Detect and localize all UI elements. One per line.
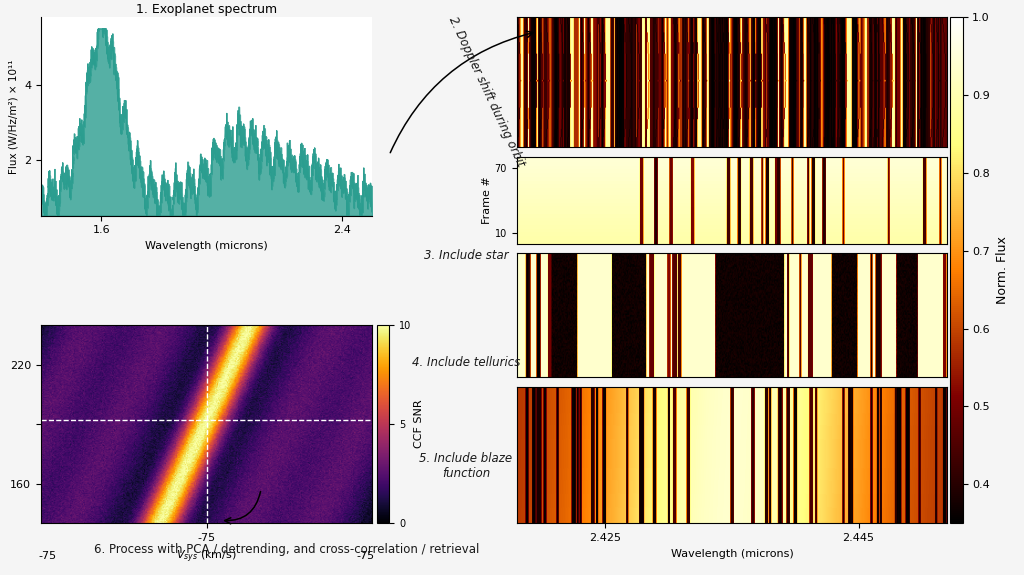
- Text: -75: -75: [39, 551, 56, 561]
- Y-axis label: $K_p$ (km/s): $K_p$ (km/s): [0, 398, 4, 450]
- Text: 6. Process with PCA / detrending, and cross-correlation / retrieval: 6. Process with PCA / detrending, and cr…: [94, 543, 479, 555]
- Title: 1. Exoplanet spectrum: 1. Exoplanet spectrum: [136, 3, 278, 16]
- Text: 3. Include star: 3. Include star: [424, 250, 508, 262]
- Y-axis label: Norm. Flux: Norm. Flux: [995, 236, 1009, 304]
- Y-axis label: Frame #: Frame #: [482, 177, 492, 224]
- Text: 4. Include tellurics: 4. Include tellurics: [412, 356, 520, 369]
- X-axis label: Wavelength (microns): Wavelength (microns): [671, 549, 794, 558]
- X-axis label: Wavelength (microns): Wavelength (microns): [145, 241, 268, 251]
- Text: 2. Doppler shift during orbit: 2. Doppler shift during orbit: [445, 15, 527, 169]
- Text: -75: -75: [356, 551, 375, 561]
- Text: 5. Include blaze
function: 5. Include blaze function: [420, 452, 512, 480]
- Y-axis label: Flux (W/Hz/m²) × 10¹¹: Flux (W/Hz/m²) × 10¹¹: [8, 59, 18, 174]
- Text: $V_{sys}$ (km/s): $V_{sys}$ (km/s): [176, 549, 237, 565]
- Y-axis label: CCF SNR: CCF SNR: [415, 400, 424, 449]
